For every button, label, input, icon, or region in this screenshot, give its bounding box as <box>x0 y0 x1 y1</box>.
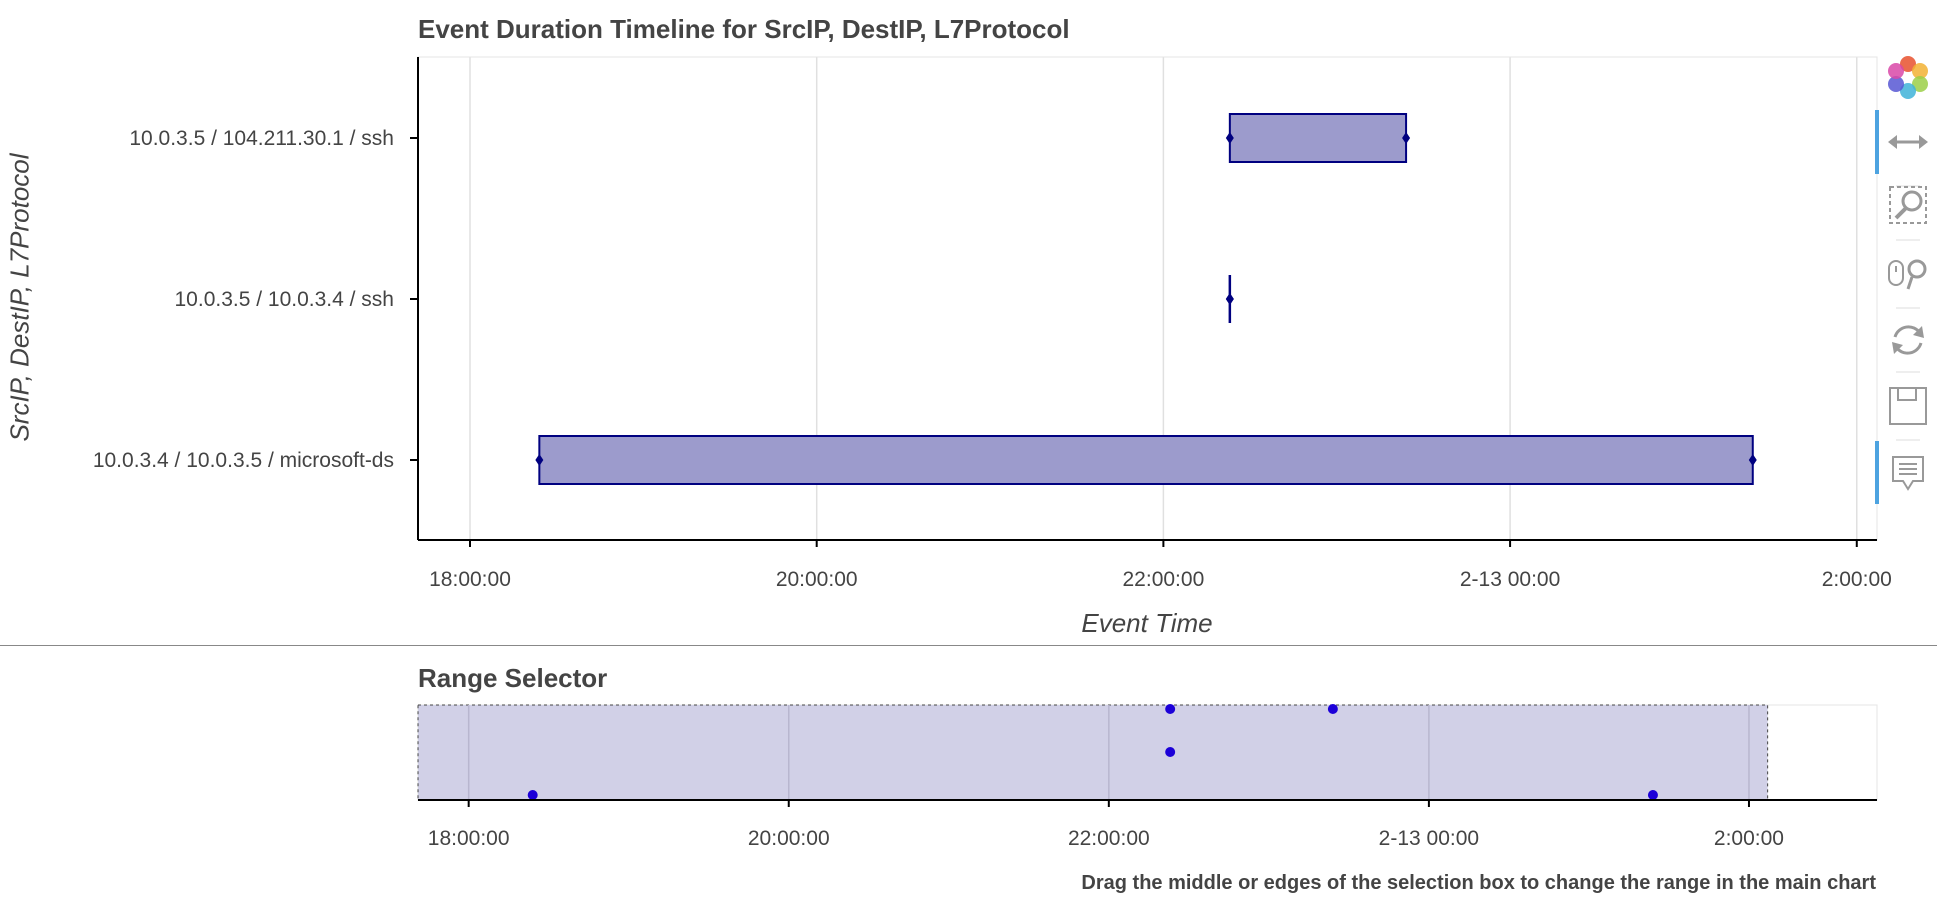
range-selector-instructions: Drag the middle or edges of the selectio… <box>1081 872 1876 894</box>
range-x-tick-label: 2-13 00:00 <box>1379 827 1479 850</box>
range-selection-box[interactable] <box>417 704 1769 801</box>
range-x-tick-label: 22:00:00 <box>1068 827 1150 850</box>
range-point <box>1647 790 1658 800</box>
hover-icon[interactable] <box>1892 456 1924 491</box>
event-endpoint-marker <box>1225 132 1234 144</box>
main-y-tick-label: 10.0.3.5 / 10.0.3.4 / ssh <box>175 288 395 311</box>
reset-icon[interactable] <box>1892 325 1924 355</box>
range-grid-overlay <box>467 705 1750 800</box>
range-selector-title: Range Selector <box>418 663 608 693</box>
event-bar[interactable] <box>1228 113 1408 163</box>
range-points <box>527 704 1658 800</box>
xpan-icon[interactable] <box>1888 135 1928 149</box>
hover-active-indicator <box>1875 441 1879 504</box>
main-x-tick-label: 18:00:00 <box>429 568 511 591</box>
range-point <box>527 790 538 800</box>
range-point <box>1165 747 1176 757</box>
range-x-tick-label: 20:00:00 <box>748 827 830 850</box>
event-endpoint-marker <box>1225 293 1234 305</box>
main-chart[interactable]: 18:00:00 20:00:00 22:00:00 2-13 00:00 2:00:0… <box>0 0 1937 645</box>
range-x-tick-label: 18:00:00 <box>428 827 510 850</box>
range-point <box>1165 704 1176 714</box>
range-point <box>1327 704 1338 714</box>
range-x-tick-label: 2:00:00 <box>1714 827 1784 850</box>
wheel-zoom-icon[interactable] <box>1888 259 1927 290</box>
range-axes: 18:00:00 20:00:00 22:00:00 2-13 00:00 2:00:0… <box>418 799 1877 850</box>
main-x-tick-label: 2-13 00:00 <box>1460 568 1560 591</box>
event-bar[interactable] <box>538 435 1754 485</box>
main-x-tick-label: 22:00:00 <box>1123 568 1205 591</box>
main-y-tick-label: 10.0.3.4 / 10.0.3.5 / microsoft-ds <box>93 449 394 472</box>
main-y-tick-label: 10.0.3.5 / 104.211.30.1 / ssh <box>129 127 394 150</box>
toolbar <box>1875 56 1928 504</box>
main-chart-title: Event Duration Timeline for SrcIP, DestI… <box>418 14 1070 44</box>
section-divider <box>0 645 1937 646</box>
save-icon[interactable] <box>1889 387 1927 425</box>
main-bars <box>535 113 1757 485</box>
event-endpoint-marker <box>1402 132 1411 144</box>
main-chart-x-axis-label: Event Time <box>1081 608 1213 638</box>
event-endpoint-marker <box>1748 454 1757 466</box>
main-x-tick-label: 20:00:00 <box>776 568 858 591</box>
box-zoom-icon[interactable] <box>1889 186 1927 224</box>
main-x-tick-label: 2:00:00 <box>1822 568 1892 591</box>
xpan-active-indicator <box>1875 110 1879 174</box>
event-endpoint-marker <box>535 454 544 466</box>
main-axes: 18:00:00 20:00:00 22:00:00 2-13 00:00 2:00:0… <box>93 57 1892 591</box>
bokeh-logo-icon[interactable] <box>1888 56 1928 99</box>
